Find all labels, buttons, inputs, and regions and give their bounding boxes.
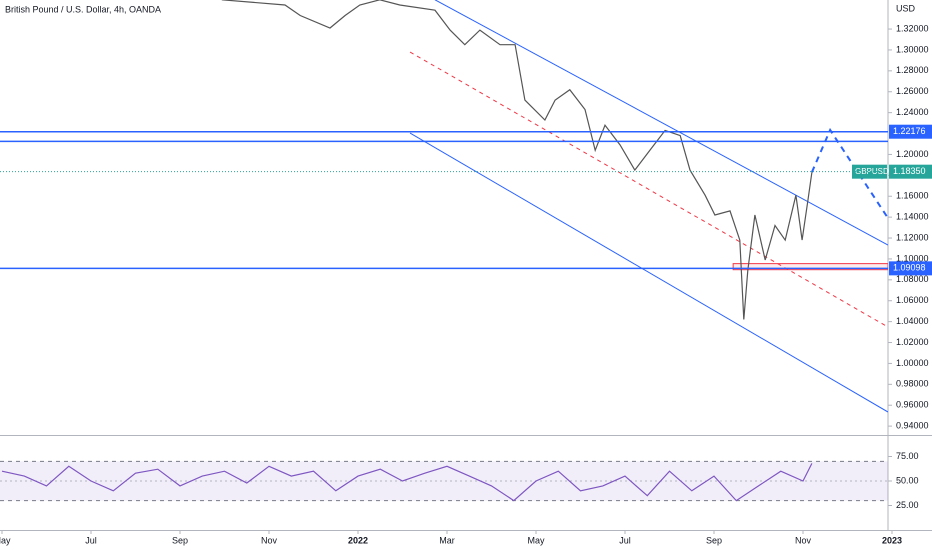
rsi-line xyxy=(1,463,813,502)
last-price-bg xyxy=(889,164,932,179)
currency-label: USD xyxy=(896,3,916,13)
rsi-tick-label: 50.00 xyxy=(896,475,919,485)
y-tick-label: 1.20000 xyxy=(896,149,929,159)
x-tick-label: 2023 xyxy=(882,535,902,545)
level-label: 1.09098 xyxy=(893,263,926,273)
channel-midline xyxy=(409,51,888,328)
y-tick-label: 1.32000 xyxy=(896,23,929,33)
x-tick-label: May xyxy=(0,535,11,545)
y-tick-label: 1.12000 xyxy=(896,232,929,242)
x-tick-label: May xyxy=(527,535,545,545)
y-tick-label: 1.02000 xyxy=(896,337,929,347)
x-tick-label: Nov xyxy=(795,535,812,545)
channel-line xyxy=(434,0,888,246)
x-tick-label: Nov xyxy=(261,535,278,545)
level-label: 1.22176 xyxy=(893,126,926,136)
y-tick-label: 1.28000 xyxy=(896,65,929,75)
y-tick-label: 0.98000 xyxy=(896,379,929,389)
level-label-bg xyxy=(889,124,932,139)
y-tick-label: 1.16000 xyxy=(896,191,929,201)
y-tick-label: 1.30000 xyxy=(896,44,929,54)
price-line xyxy=(221,0,813,320)
x-tick-label: Jul xyxy=(85,535,97,545)
y-tick-label: 1.10000 xyxy=(896,253,929,263)
y-tick-label: 0.94000 xyxy=(896,420,929,430)
y-tick-label: 1.04000 xyxy=(896,316,929,326)
y-tick-label: 1.24000 xyxy=(896,107,929,117)
x-tick-label: Sep xyxy=(172,535,188,545)
y-tick-label: 1.00000 xyxy=(896,358,929,368)
y-tick-label: 1.26000 xyxy=(896,86,929,96)
projection-path xyxy=(810,127,888,219)
axes: 0.94000 0.96000 0.98000 1.00000 1.02000 1.040… xyxy=(0,23,932,545)
last-price-label: 1.18350 xyxy=(893,166,926,176)
rsi-tick-label: 25.00 xyxy=(896,500,919,510)
y-tick-label: 1.14000 xyxy=(896,212,929,222)
chart-title: British Pound / U.S. Dollar, 4h, OANDA xyxy=(5,4,161,14)
level-label-bg xyxy=(889,261,932,276)
symbol-label-bg xyxy=(852,164,887,179)
x-tick-label: Jul xyxy=(619,535,631,545)
support-zone xyxy=(732,263,888,271)
x-tick-label: Sep xyxy=(706,535,722,545)
y-tick-label: 1.06000 xyxy=(896,295,929,305)
y-tick-label: 1.08000 xyxy=(896,274,929,284)
x-tick-label: 2022 xyxy=(348,535,368,545)
y-tick-label: 0.96000 xyxy=(896,400,929,410)
symbol-label: GBPUSD xyxy=(855,167,889,176)
main-pane xyxy=(221,0,888,413)
channel-line xyxy=(409,132,888,413)
x-tick-label: Mar xyxy=(439,535,455,545)
rsi-tick-label: 75.00 xyxy=(896,451,919,461)
rsi-pane xyxy=(0,460,888,502)
